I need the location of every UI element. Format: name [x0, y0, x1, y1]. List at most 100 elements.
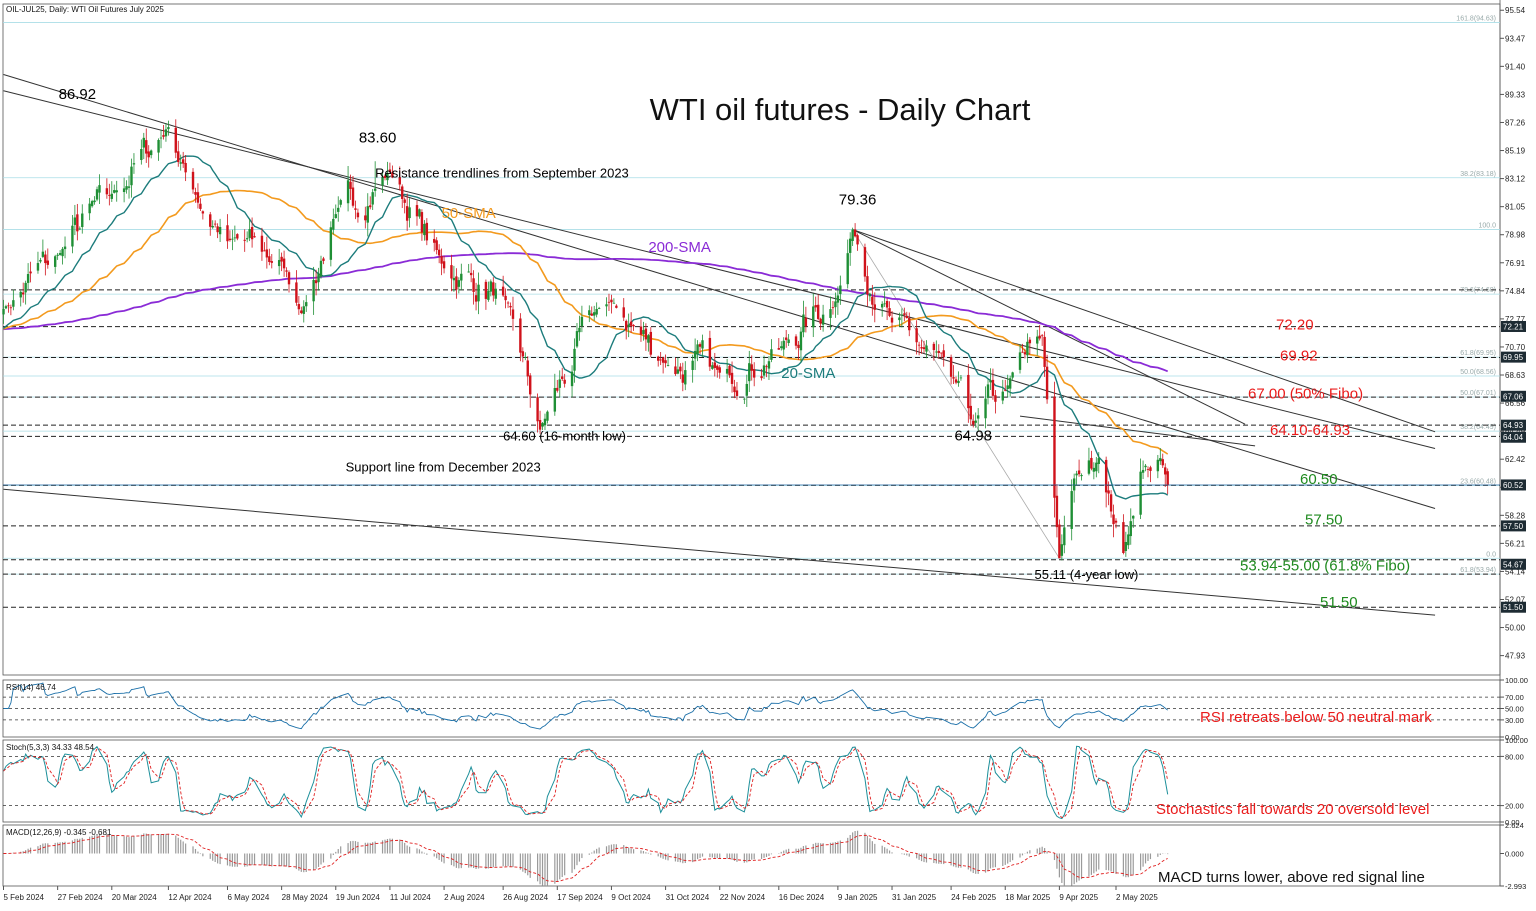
candle-body [314, 280, 318, 284]
price-label: 69.95 [1503, 353, 1524, 362]
candle-body [716, 365, 719, 370]
candle-body [885, 300, 889, 308]
price-label-box [1501, 479, 1526, 491]
indicator-tick-label: -2.993 [1505, 882, 1526, 891]
fibonacci-label: 61.8(69.95) [1460, 350, 1496, 357]
candle-body [250, 227, 254, 240]
sma-20-line [3, 155, 1169, 500]
candle-body [442, 261, 446, 269]
candle-body [676, 369, 680, 374]
candle-body [511, 309, 515, 319]
candle-body [698, 344, 702, 347]
candle-body [770, 349, 773, 360]
chart-frame [2, 0, 1501, 887]
candle-body [1004, 389, 1007, 391]
candle-body [437, 249, 441, 256]
candle-body [597, 308, 601, 309]
candle-body [856, 235, 859, 245]
candle-body [868, 293, 872, 297]
candle-body [312, 279, 315, 302]
candle-body [76, 214, 79, 232]
candle-body [575, 331, 579, 347]
price-label-box [1501, 520, 1526, 532]
fibonacci-label: 38.2(64.49) [1460, 424, 1496, 431]
price-tick-label: 74.84 [1505, 287, 1526, 296]
candle-body [777, 348, 781, 350]
date-tick-label: 31 Oct 2024 [666, 893, 710, 902]
candle-body [839, 285, 842, 295]
candle-body [780, 346, 783, 349]
candle-body [1144, 465, 1147, 468]
date-tick-label: 6 May 2024 [227, 893, 269, 902]
candle-body [196, 192, 200, 203]
candle-body [415, 205, 419, 217]
candle-body [147, 151, 150, 158]
candle-body [433, 238, 436, 243]
candle-body [300, 310, 303, 314]
candle-body [969, 405, 972, 420]
candle-body [78, 228, 81, 230]
candle-body [371, 192, 374, 205]
candle-body [1114, 520, 1118, 523]
fibonacci-diagonal [852, 229, 1060, 559]
candle-body [130, 166, 133, 186]
candle-body [657, 356, 660, 361]
candle-body [39, 259, 42, 262]
candle-body [1036, 336, 1039, 344]
stochastic-title: Stoch(5,3,3) 34.33 48.54 [6, 743, 95, 752]
candle-body [957, 380, 960, 384]
candle-body [295, 282, 298, 303]
candle-body [762, 365, 766, 376]
annotation-label: 83.60 [359, 129, 397, 146]
price-tick-label: 62.42 [1505, 455, 1526, 464]
candle-body [88, 203, 91, 214]
price-tick-label: 54.14 [1505, 567, 1526, 576]
date-tick-label: 11 Jul 2024 [390, 893, 431, 902]
price-label: 57.50 [1503, 522, 1524, 531]
candle-body [632, 325, 635, 327]
candle-body [880, 303, 884, 308]
candle-body [339, 200, 342, 205]
candle-body [782, 340, 785, 350]
date-tick-label: 26 Aug 2024 [503, 893, 548, 902]
date-tick-label: 31 Jan 2025 [892, 893, 937, 902]
candle-body [405, 206, 409, 221]
candle-body [846, 253, 849, 285]
candle-body [661, 357, 665, 363]
annotation-label: 53.94-55.00 (61.8% Fibo) [1240, 558, 1410, 575]
fibonacci-label: 50.0(68.56) [1460, 369, 1496, 376]
date-tick-label: 19 Jun 2024 [336, 893, 381, 902]
candle-body [765, 366, 768, 368]
candle-body [199, 203, 202, 209]
candle-body [1166, 471, 1169, 486]
candle-body [1053, 396, 1056, 498]
chart-header: OIL-JUL25, Daily: WTI Oil Futures July 2… [6, 5, 164, 14]
candle-body [125, 186, 128, 190]
candle-body [354, 208, 357, 210]
candle-body [733, 386, 736, 393]
candle-body [1058, 524, 1061, 559]
candle-body [334, 214, 337, 219]
annotation-label: 200-SMA [648, 239, 711, 256]
annotation-label: 50-SMA [442, 205, 496, 222]
candle-body [26, 274, 30, 283]
candle-body [1026, 341, 1029, 356]
candle-body [866, 276, 869, 295]
candle-body [615, 305, 618, 308]
candle-body [1038, 335, 1041, 339]
candle-body [228, 238, 232, 241]
indicator-tick-label: 100.00 [1505, 736, 1528, 745]
candle-body [541, 423, 544, 427]
candle-body [1156, 459, 1160, 472]
candle-body [216, 226, 219, 233]
rsi-annotation: RSI retreats below 50 neutral mark [1200, 709, 1432, 726]
candle-body [974, 420, 977, 423]
candle-body [383, 175, 387, 179]
candle-body [1040, 335, 1044, 337]
candle-body [873, 304, 876, 310]
candle-body [9, 307, 13, 309]
candle-body [282, 258, 286, 269]
candle-body [593, 312, 596, 316]
sma-200-line [3, 252, 1169, 373]
